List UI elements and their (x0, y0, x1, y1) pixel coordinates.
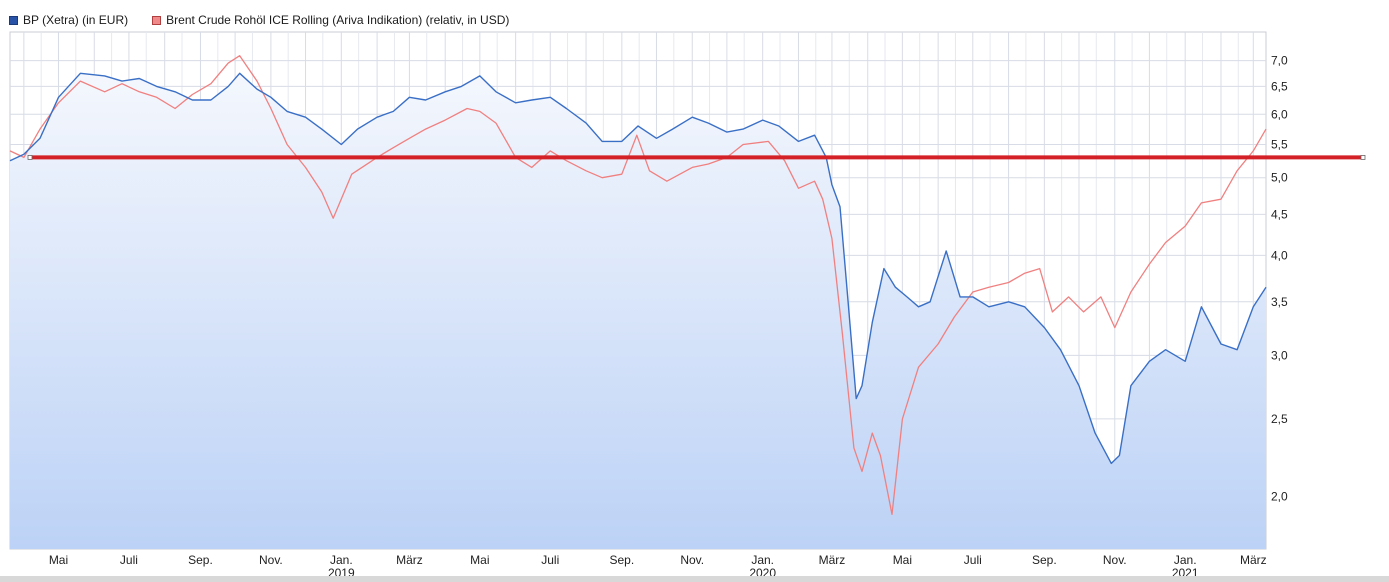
y-tick-label: 3,5 (1271, 295, 1288, 309)
x-tick-label: Sep. (1032, 553, 1057, 567)
y-tick-label: 6,0 (1271, 107, 1288, 121)
y-tick-label: 7,0 (1271, 54, 1288, 68)
x-tick-label: Juli (541, 553, 559, 567)
y-axis: 7,0 6,5 6,0 5,5 5,0 4,5 4,0 3,5 3,0 2,5 2,0 (1271, 54, 1288, 504)
y-tick-label: 3,0 (1271, 348, 1288, 362)
y-tick-label: 5,5 (1271, 138, 1288, 152)
x-tick-label: März (1240, 553, 1267, 567)
legend-label-bp: BP (Xetra) (in EUR) (23, 13, 129, 27)
x-tick-label: Nov. (259, 553, 283, 567)
x-tick-label: Jan. (330, 553, 353, 567)
y-tick-label: 5,0 (1271, 171, 1288, 185)
x-tick-label: Nov. (1103, 553, 1127, 567)
x-tick-label: Sep. (609, 553, 634, 567)
x-tick-label: Sep. (188, 553, 213, 567)
legend-item-bp: BP (Xetra) (in EUR) (9, 13, 128, 27)
legend-item-brent: Brent Crude Rohöl ICE Rolling (Ariva Ind… (152, 13, 509, 27)
reference-line-handle-right (1360, 155, 1366, 160)
y-tick-label: 2,5 (1271, 412, 1288, 426)
x-tick-label: Nov. (680, 553, 704, 567)
x-tick-label: Mai (49, 553, 68, 567)
y-tick-label: 4,5 (1271, 207, 1288, 221)
y-tick-label: 2,0 (1271, 490, 1288, 504)
chart-legend: BP (Xetra) (in EUR) Brent Crude Rohöl IC… (9, 12, 533, 28)
x-tick-label: März (819, 553, 846, 567)
bp-area (10, 73, 1266, 550)
x-tick-label: Mai (893, 553, 912, 567)
x-tick-label: Mai (470, 553, 489, 567)
x-tick-label: März (396, 553, 423, 567)
x-tick-label: Jan. (751, 553, 774, 567)
reference-line-handle-left (27, 155, 33, 160)
legend-swatch-brent (152, 15, 162, 25)
x-tick-label: Juli (964, 553, 982, 567)
legend-swatch-bp (9, 15, 18, 25)
scrollbar-track[interactable] (0, 576, 1389, 582)
x-tick-label: Jan. (1174, 553, 1197, 567)
series-line-bp (9, 72, 1267, 465)
series-line-brent (9, 55, 1267, 516)
y-tick-label: 6,5 (1271, 79, 1288, 93)
y-tick-label: 4,0 (1271, 248, 1288, 262)
legend-label-brent: Brent Crude Rohöl ICE Rolling (Ariva Ind… (166, 13, 510, 27)
x-tick-label: Juli (120, 553, 138, 567)
